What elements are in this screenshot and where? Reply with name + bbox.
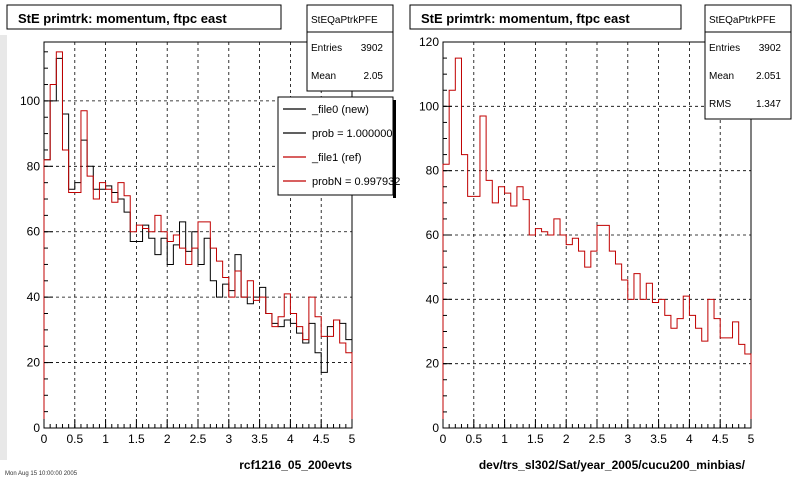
x-tick-label: 3.5: [251, 432, 268, 446]
left-legend: _file0 (new) prob = 1.000000 _file1 (ref…: [277, 96, 400, 198]
y-tick-label: 40: [27, 290, 41, 304]
left-stats-mean-label: Mean: [311, 71, 336, 82]
right-stats-name: StEQaPtrkPFE: [709, 15, 776, 26]
x-tick-label: 4: [686, 432, 693, 446]
x-tick-label: 3: [624, 432, 631, 446]
y-tick-label: 20: [426, 357, 440, 371]
right-stats-entries-label: Entries: [709, 43, 740, 54]
left-y-ticks: 0 20 40 60 80 100: [20, 51, 53, 435]
x-tick-label: 2: [164, 432, 171, 446]
left-series: [43, 51, 353, 428]
legend-label-probn: probN = 0.997932: [312, 176, 400, 188]
left-x-ticks: 0 0.5 1 1.5 2 2.5 3 3.5 4 4.5 5: [41, 419, 356, 446]
right-series: [442, 57, 752, 428]
left-footer-text: Mon Aug 15 10:00:00 2005: [5, 471, 78, 477]
histogram-series-ref: [442, 57, 752, 428]
y-tick-label: 0: [33, 421, 40, 435]
legend-shadow: [393, 100, 396, 198]
right-plot-frame-group: 0 0.5 1 1.5 2 2.5 3 3.5 4 4.5 5 0 20 40 60 80 100 120: [419, 35, 755, 446]
x-tick-label: 2: [563, 432, 570, 446]
y-tick-label: 120: [419, 35, 439, 49]
left-edge-strip: [0, 35, 7, 460]
y-tick-label: 0: [432, 421, 439, 435]
left-x-axis-label: rcf1216_05_200evts: [239, 458, 352, 472]
left-plot-frame-group: 0 0.5 1 1.5 2 2.5 3 3.5 4 4.5 5 0 20 40 60 80 100: [20, 41, 356, 446]
x-tick-label: 3: [225, 432, 232, 446]
left-stats-mean-value: 2.05: [364, 71, 384, 82]
x-tick-label: 5: [748, 432, 755, 446]
left-stats-entries-label: Entries: [311, 43, 342, 54]
right-y-ticks: 0 20 40 60 80 100 120: [419, 35, 452, 435]
x-tick-label: 4.5: [313, 432, 330, 446]
y-tick-label: 60: [27, 225, 41, 239]
left-stats-box: [306, 4, 394, 92]
left-stats-entries-value: 3902: [361, 43, 384, 54]
left-panel: 0 0.5 1 1.5 2 2.5 3 3.5 4 4.5 5 0 20 40 60 80 100 StE p…: [0, 4, 400, 477]
x-tick-label: 2.5: [589, 432, 606, 446]
right-stats-entries-value: 3902: [759, 43, 782, 54]
y-tick-label: 80: [27, 159, 41, 173]
x-tick-label: 4: [287, 432, 294, 446]
left-title-box: [6, 4, 282, 30]
x-tick-label: 1.5: [527, 432, 544, 446]
x-tick-label: 1: [102, 432, 109, 446]
y-tick-label: 20: [27, 356, 41, 370]
legend-label-ref: _file1 (ref): [311, 152, 362, 164]
x-tick-label: 0: [41, 432, 48, 446]
right-stats-mean-label: Mean: [709, 71, 734, 82]
right-stats-box: [704, 4, 792, 120]
right-panel: 0 0.5 1 1.5 2 2.5 3 3.5 4 4.5 5 0 20 40 60 80 100 120 St…: [409, 4, 792, 472]
x-tick-label: 4.5: [712, 432, 729, 446]
y-tick-label: 100: [20, 94, 40, 108]
y-tick-label: 60: [426, 228, 440, 242]
x-tick-label: 1: [501, 432, 508, 446]
x-tick-label: 3.5: [650, 432, 667, 446]
y-tick-label: 80: [426, 164, 440, 178]
right-x-axis-label: dev/trs_sl302/Sat/year_2005/cucu200_minb…: [479, 458, 746, 472]
x-tick-label: 0: [440, 432, 447, 446]
left-title: StE primtrk: momentum, ftpc east: [18, 11, 227, 26]
x-tick-label: 5: [349, 432, 356, 446]
legend-label-new: _file0 (new): [311, 104, 369, 116]
legend-label-prob: prob = 1.000000: [312, 128, 392, 140]
y-tick-label: 40: [426, 292, 440, 306]
right-x-ticks: 0 0.5 1 1.5 2 2.5 3 3.5 4 4.5 5: [440, 419, 755, 446]
histogram-series-ref: [43, 51, 353, 428]
y-tick-label: 100: [419, 99, 439, 113]
right-stats-rms-value: 1.347: [756, 99, 781, 110]
left-stats-name: StEQaPtrkPFE: [311, 15, 378, 26]
right-stats-rms-label: RMS: [709, 99, 732, 110]
x-tick-label: 2.5: [190, 432, 207, 446]
left-legend-box: [277, 96, 394, 196]
x-tick-label: 0.5: [465, 432, 482, 446]
right-title-box: [409, 4, 682, 30]
x-tick-label: 0.5: [66, 432, 83, 446]
x-tick-label: 1.5: [128, 432, 145, 446]
right-title: StE primtrk: momentum, ftpc east: [421, 11, 630, 26]
right-stats-mean-value: 2.051: [756, 71, 781, 82]
